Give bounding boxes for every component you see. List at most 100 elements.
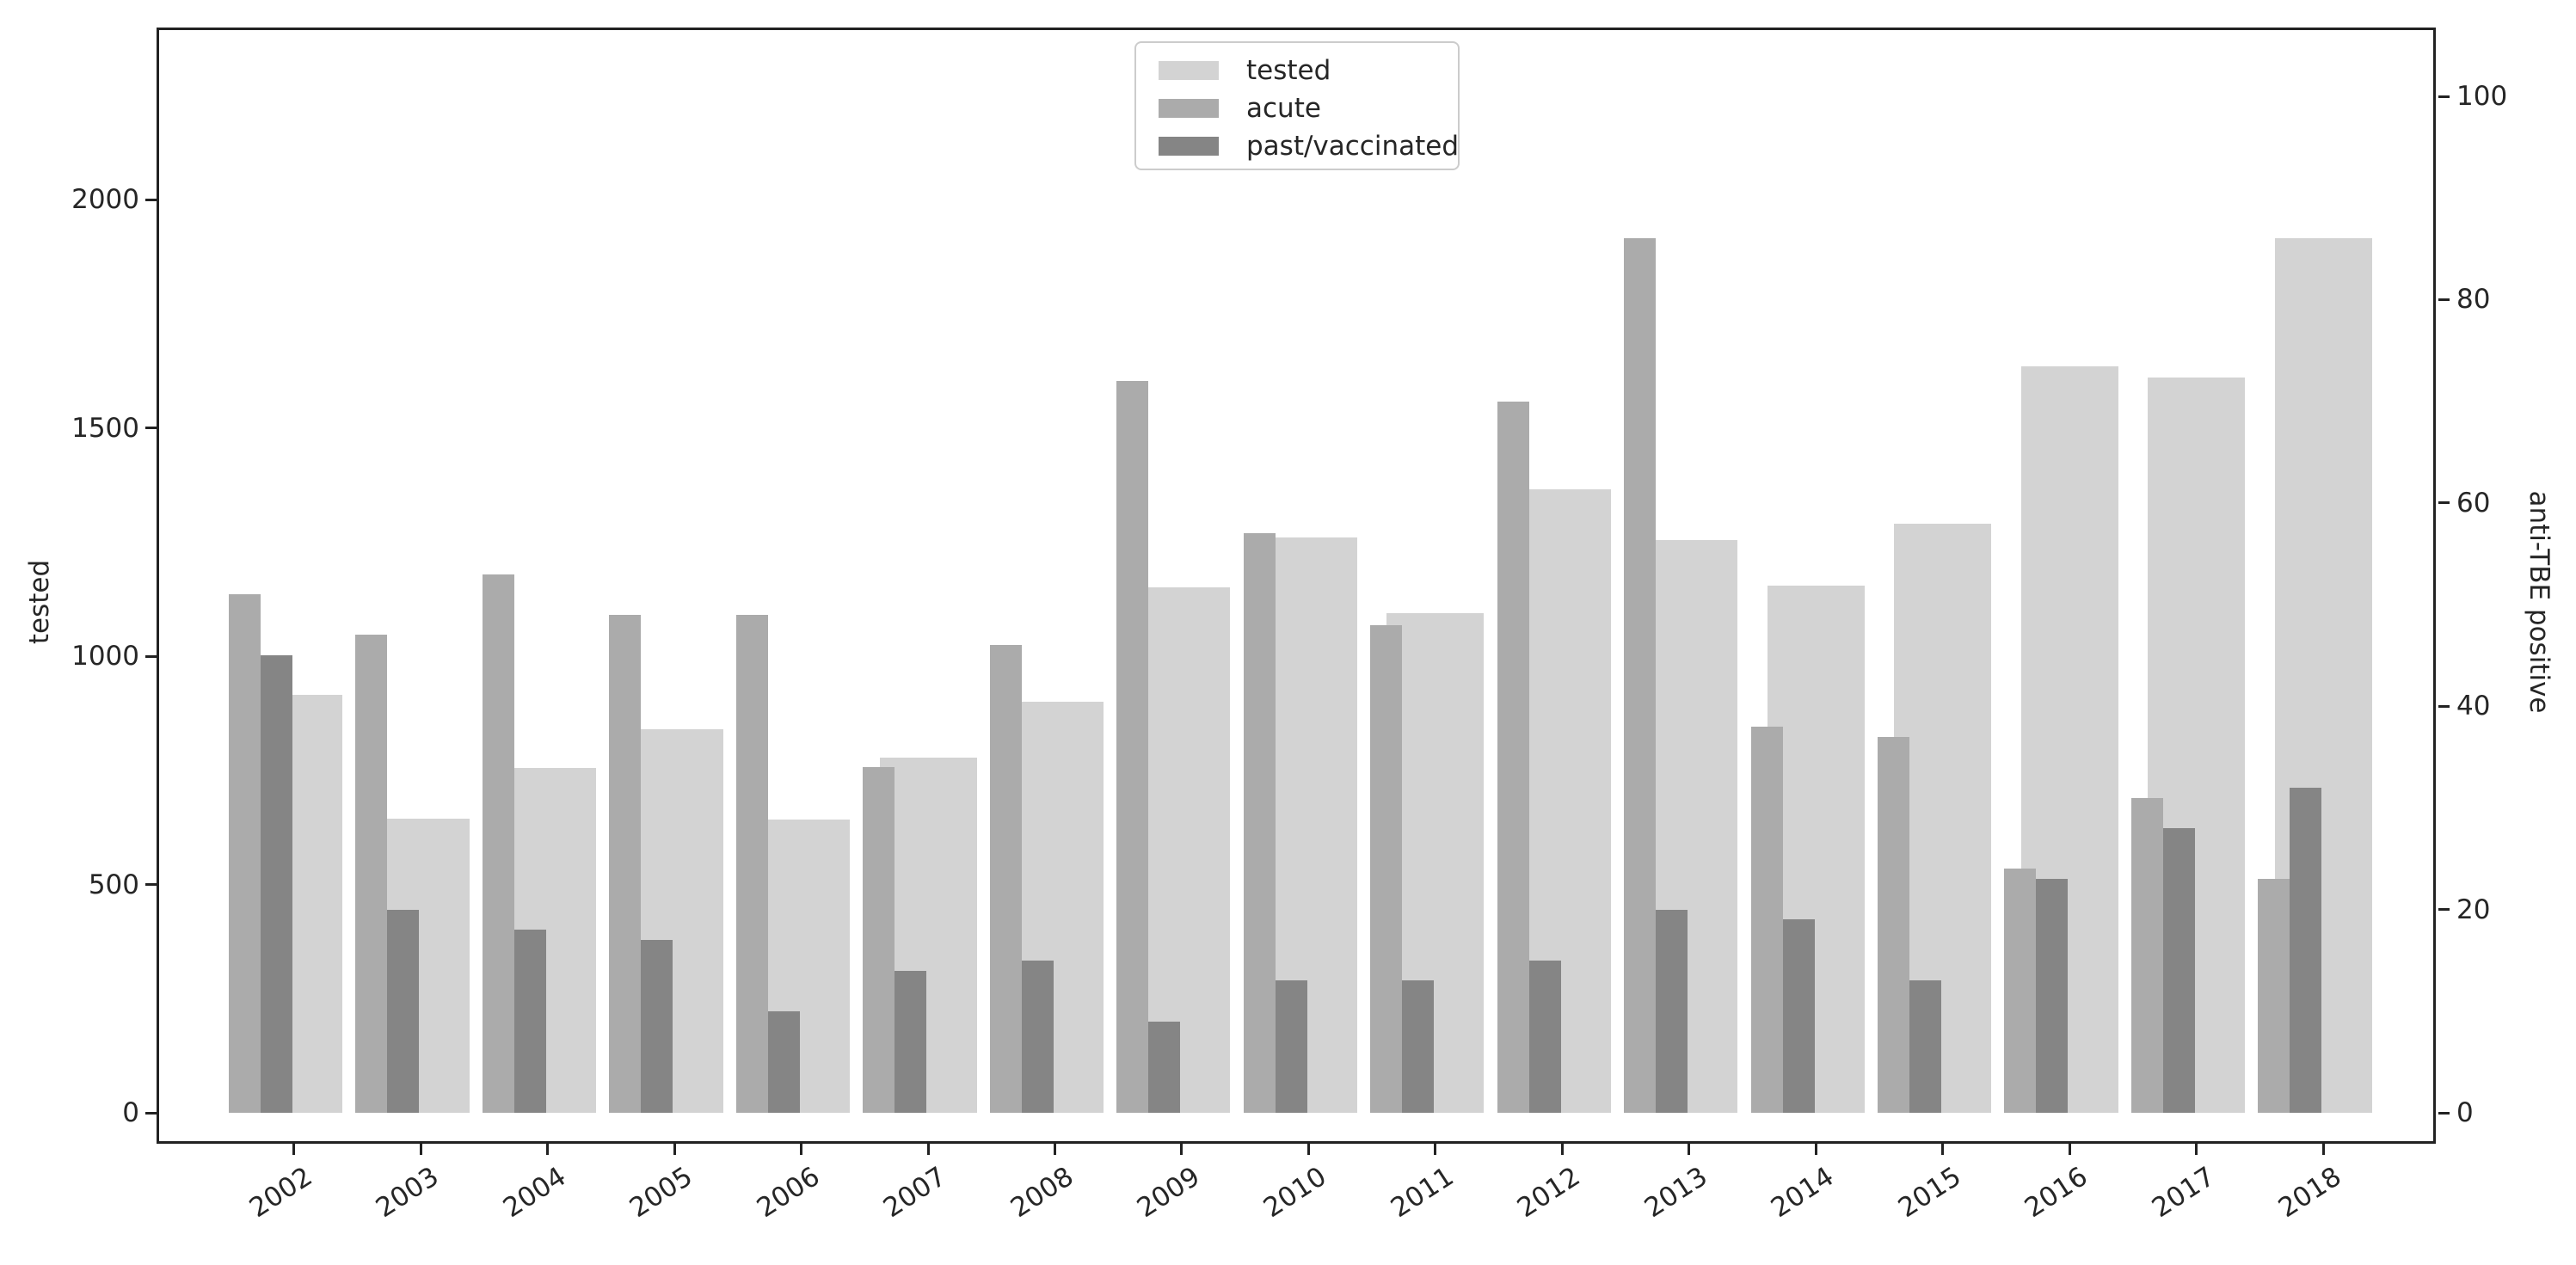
x-axis-tick-label: 2007	[877, 1161, 952, 1225]
bar-past-vaccinated-2013	[1656, 909, 1688, 1113]
right-axis-tick	[2438, 501, 2450, 505]
x-axis-tick-label: 2012	[1512, 1161, 1586, 1225]
x-axis-tick	[1180, 1144, 1183, 1155]
x-axis-tick	[1688, 1144, 1691, 1155]
legend-swatch-acute	[1159, 99, 1219, 118]
x-axis-tick-label: 2004	[497, 1161, 572, 1225]
left-axis-tick-label: 0	[122, 1097, 139, 1128]
left-axis-tick-label: 2000	[71, 184, 139, 215]
bar-past-vaccinated-2008	[1021, 960, 1054, 1113]
x-axis-tick-label: 2013	[1638, 1161, 1713, 1225]
bar-acute-2006	[735, 614, 768, 1113]
x-axis-tick	[2195, 1144, 2198, 1155]
x-axis-tick-label: 2016	[2019, 1161, 2093, 1225]
bar-past-vaccinated-2017	[2162, 828, 2195, 1113]
x-axis-tick	[1053, 1144, 1056, 1155]
x-axis-tick-label: 2002	[243, 1161, 318, 1225]
legend: tested acute past/vaccinated	[1134, 41, 1460, 170]
left-axis-title: tested	[24, 559, 55, 645]
x-axis-tick-label: 2008	[1005, 1161, 1079, 1225]
bar-acute-2005	[609, 614, 642, 1113]
legend-swatch-past-vaccinated	[1159, 137, 1219, 156]
bar-past-vaccinated-2006	[767, 1010, 800, 1113]
left-axis-tick	[145, 1111, 157, 1115]
right-axis-tick-label: 40	[2456, 691, 2491, 722]
left-axis-tick-label: 1000	[71, 641, 139, 672]
bar-acute-2002	[229, 594, 261, 1113]
bar-acute-2011	[1370, 624, 1403, 1113]
bar-past-vaccinated-2016	[2036, 879, 2069, 1113]
x-axis-tick-label: 2017	[2146, 1161, 2221, 1225]
bar-acute-2009	[1116, 380, 1149, 1113]
bar-past-vaccinated-2005	[641, 940, 673, 1113]
x-axis-tick	[800, 1144, 803, 1155]
legend-swatch-tested	[1159, 61, 1219, 80]
bar-past-vaccinated-2011	[1402, 980, 1435, 1113]
bar-past-vaccinated-2002	[261, 655, 292, 1113]
x-axis-tick	[292, 1144, 296, 1155]
bar-past-vaccinated-2010	[1275, 980, 1307, 1113]
x-axis-tick-label: 2010	[1258, 1161, 1332, 1225]
bar-acute-2004	[482, 574, 514, 1113]
left-axis-tick	[145, 198, 157, 201]
left-axis-tick	[145, 427, 157, 429]
x-axis-tick	[419, 1144, 422, 1155]
bar-acute-2013	[1624, 238, 1657, 1113]
x-axis-tick-label: 2011	[1385, 1161, 1460, 1225]
bar-past-vaccinated-2012	[1528, 960, 1561, 1113]
right-axis-tick-label: 20	[2456, 893, 2491, 925]
legend-label-acute: acute	[1246, 93, 1321, 124]
bar-past-vaccinated-2009	[1148, 1021, 1181, 1113]
x-axis-tick	[1560, 1144, 1564, 1155]
right-axis-tick	[2438, 95, 2450, 98]
bar-acute-2016	[2004, 869, 2037, 1113]
right-axis-tick	[2438, 908, 2450, 912]
x-axis-tick-label: 2014	[1766, 1161, 1840, 1225]
bar-acute-2012	[1497, 401, 1529, 1113]
bar-acute-2018	[2258, 879, 2290, 1113]
legend-label-tested: tested	[1246, 55, 1331, 86]
bar-acute-2003	[355, 635, 388, 1113]
bar-acute-2017	[2130, 797, 2163, 1113]
bar-past-vaccinated-2018	[2290, 787, 2322, 1113]
bar-acute-2014	[1750, 726, 1783, 1113]
x-axis-tick	[2068, 1144, 2071, 1155]
x-axis-tick	[2321, 1144, 2325, 1155]
left-axis-tick	[145, 654, 157, 658]
x-axis-tick	[926, 1144, 930, 1155]
left-axis-tick	[145, 883, 157, 886]
legend-item-past-vaccinated: past/vaccinated	[1159, 127, 1460, 165]
right-axis-tick-label: 60	[2456, 487, 2491, 519]
bar-past-vaccinated-2007	[895, 970, 927, 1113]
right-axis-tick-label: 100	[2456, 81, 2508, 112]
left-axis-tick-label: 500	[88, 869, 139, 900]
right-axis-tick	[2438, 298, 2450, 301]
legend-item-acute: acute	[1159, 89, 1458, 127]
right-axis-tick	[2438, 1111, 2450, 1115]
legend-item-tested: tested	[1159, 52, 1458, 89]
bar-acute-2007	[863, 767, 895, 1113]
x-axis-tick	[1306, 1144, 1310, 1155]
x-axis-tick-label: 2006	[751, 1161, 826, 1225]
bar-acute-2010	[1243, 533, 1276, 1113]
x-axis-tick-label: 2003	[370, 1161, 445, 1225]
x-axis-tick-label: 2005	[624, 1161, 698, 1225]
x-axis-tick-label: 2015	[1892, 1161, 1967, 1225]
x-axis-tick	[1434, 1144, 1437, 1155]
right-axis-title: anti-TBE positive	[2524, 490, 2554, 714]
bar-acute-2008	[989, 645, 1022, 1113]
left-axis-tick-label: 1500	[71, 412, 139, 444]
x-axis-tick-label: 2018	[2272, 1161, 2347, 1225]
right-axis-tick-label: 80	[2456, 284, 2491, 316]
right-axis-tick-label: 0	[2456, 1097, 2474, 1128]
bar-past-vaccinated-2014	[1782, 919, 1815, 1113]
bar-past-vaccinated-2004	[513, 930, 546, 1113]
x-axis-tick-label: 2009	[1131, 1161, 1206, 1225]
legend-label-past-vaccinated: past/vaccinated	[1246, 131, 1460, 162]
bar-acute-2015	[1877, 736, 1909, 1113]
bar-past-vaccinated-2003	[387, 909, 420, 1113]
bar-past-vaccinated-2015	[1909, 980, 1941, 1113]
x-axis-tick	[1814, 1144, 1817, 1155]
x-axis-tick	[546, 1144, 550, 1155]
